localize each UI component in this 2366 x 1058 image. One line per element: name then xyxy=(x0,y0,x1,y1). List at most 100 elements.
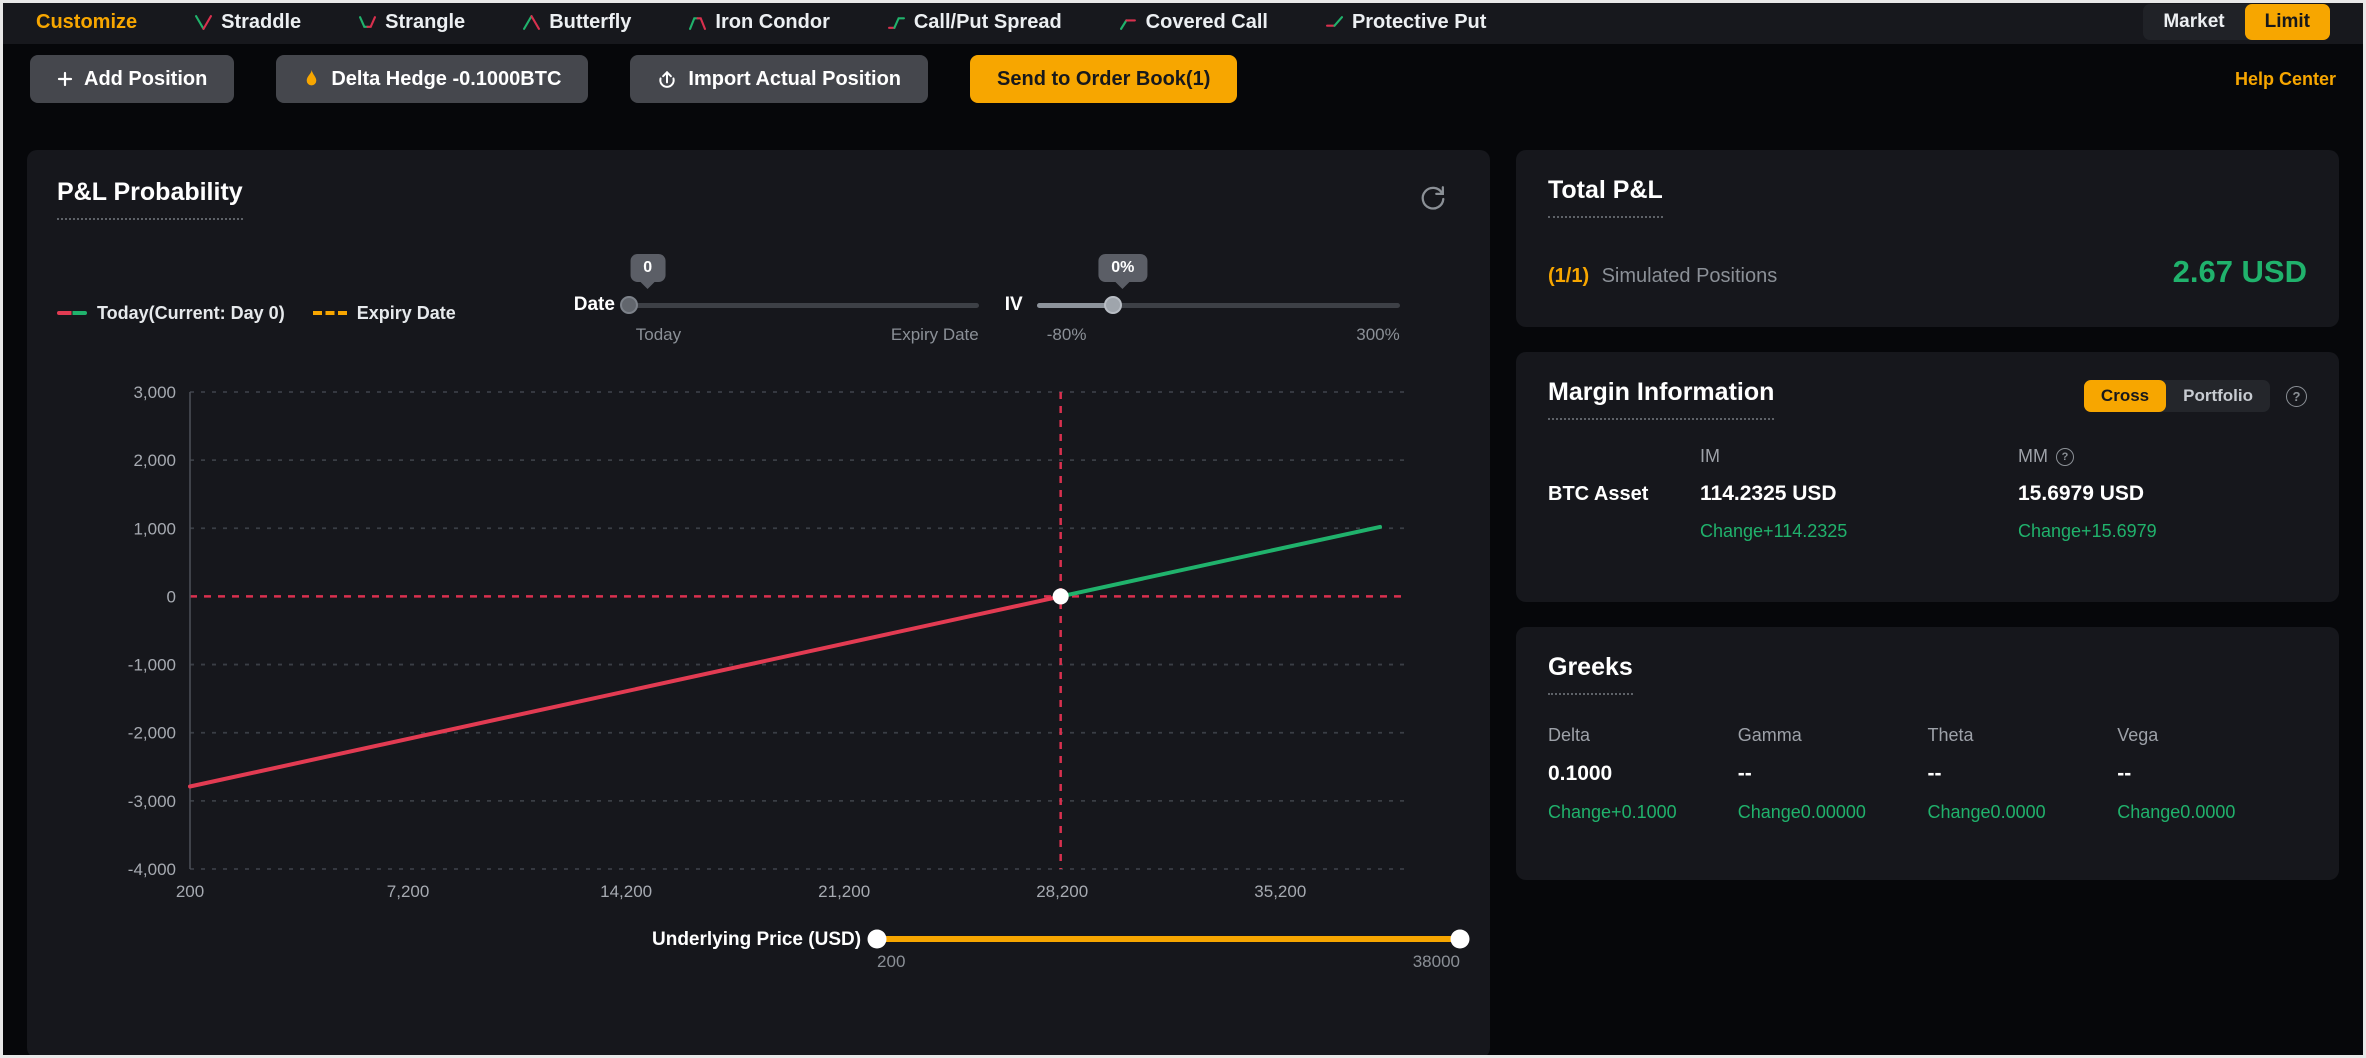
asset-label: BTC Asset xyxy=(1548,482,1649,505)
add-position-button[interactable]: Add Position xyxy=(30,55,235,103)
iv-min-label: -80% xyxy=(1046,325,1087,344)
expiry-line-swatch xyxy=(312,311,347,315)
svg-text:2,000: 2,000 xyxy=(133,451,176,470)
mm-change: Change+15.6979 xyxy=(2018,521,2157,541)
market-button[interactable]: Market xyxy=(2163,11,2225,32)
date-slider-track[interactable] xyxy=(619,296,979,314)
svg-text:7,200: 7,200 xyxy=(387,882,430,901)
greek-value-gamma: -- xyxy=(1737,762,1752,785)
svg-text:14,200: 14,200 xyxy=(600,882,652,901)
price-high-thumb[interactable] xyxy=(1450,929,1470,949)
nav-label: Straddle xyxy=(221,10,302,33)
nav-item-customize[interactable]: Customize xyxy=(36,11,137,34)
margin-help-icon[interactable]: ? xyxy=(2286,385,2307,407)
pnl-probability-chart[interactable]: 3,000 2,000 1,000 0 -1,000 -2,000 -3,000 -4,000… xyxy=(57,379,1457,902)
greek-value-theta: -- xyxy=(1927,762,1942,785)
covered-call-icon xyxy=(1119,18,1136,30)
iv-slider-tooltip: 0% xyxy=(1098,254,1148,282)
chart-title: P&L Probability xyxy=(57,178,243,220)
greek-change-theta: Change0.0000 xyxy=(1927,802,2046,822)
legend-label: Today(Current: Day 0) xyxy=(97,302,285,323)
date-slider-thumb[interactable] xyxy=(619,296,638,314)
order-type-switch: Market Limit xyxy=(2143,4,2330,40)
plus-icon xyxy=(57,71,73,87)
nav-label: Call/Put Spread xyxy=(913,10,1062,33)
iv-slider-thumb[interactable] xyxy=(1103,296,1122,314)
nav-item-iron-condor[interactable]: Iron Condor xyxy=(689,11,830,34)
nav-label: Butterfly xyxy=(549,10,632,33)
main-content: P&L Probability Today(Current: Day 0) Ex… xyxy=(0,150,2366,1058)
svg-text:-1,000: -1,000 xyxy=(128,656,176,675)
send-to-order-book-button[interactable]: Send to Order Book(1) xyxy=(970,55,1238,103)
legend-item-today: Today(Current: Day 0) xyxy=(57,303,285,324)
margin-information-panel: Margin Information Cross Portfolio ? IM … xyxy=(1516,352,2339,602)
svg-text:-2,000: -2,000 xyxy=(128,724,176,743)
greeks-title: Greeks xyxy=(1548,653,1633,695)
greek-change-vega: Change0.0000 xyxy=(2117,802,2236,822)
nav-item-strangle[interactable]: Strangle xyxy=(359,11,465,34)
limit-button[interactable]: Limit xyxy=(2244,4,2330,40)
svg-text:21,200: 21,200 xyxy=(818,882,870,901)
iv-slider-fill xyxy=(1036,302,1113,308)
send-to-order-book-label: Send to Order Book(1) xyxy=(997,67,1211,90)
today-line-swatch xyxy=(57,311,87,315)
position-toolbar: Add Position Delta Hedge -0.1000BTC Impo… xyxy=(0,54,2366,104)
import-position-button[interactable]: Import Actual Position xyxy=(630,55,929,103)
nav-label: Strangle xyxy=(385,10,466,33)
nav-item-straddle[interactable]: Straddle xyxy=(195,11,301,34)
protective-put-icon xyxy=(1325,15,1343,27)
help-center-link[interactable]: Help Center xyxy=(2234,68,2336,89)
nav-item-butterfly[interactable]: Butterfly xyxy=(523,11,631,34)
refresh-icon xyxy=(1421,186,1445,210)
right-column: Total P&L (1/1) Simulated Positions 2.67… xyxy=(1516,150,2339,880)
total-pnl-panel: Total P&L (1/1) Simulated Positions 2.67… xyxy=(1516,150,2339,327)
greek-name-theta: Theta xyxy=(1927,725,1974,745)
nav-label: Covered Call xyxy=(1145,10,1268,33)
add-position-label: Add Position xyxy=(84,67,208,90)
iv-slider-label: IV xyxy=(1004,294,1023,315)
svg-text:-4,000: -4,000 xyxy=(128,860,176,879)
underlying-price-track[interactable] xyxy=(867,929,1470,949)
iv-slider-track[interactable] xyxy=(1036,296,1400,314)
price-max-label: 38000 xyxy=(1412,952,1460,971)
greek-change-delta: Change+0.1000 xyxy=(1548,802,1677,822)
svg-text:3,000: 3,000 xyxy=(133,383,176,402)
cross-button[interactable]: Cross xyxy=(2083,380,2167,412)
mm-help-icon[interactable]: ? xyxy=(2056,447,2074,466)
delta-hedge-button[interactable]: Delta Hedge -0.1000BTC xyxy=(276,55,589,103)
import-position-label: Import Actual Position xyxy=(688,67,902,90)
pnl-probability-panel: P&L Probability Today(Current: Day 0) Ex… xyxy=(27,150,1490,1058)
greek-change-gamma: Change0.00000 xyxy=(1737,802,1866,822)
legend-label: Expiry Date xyxy=(356,302,456,323)
date-slider-label: Date xyxy=(573,294,615,315)
nav-item-protective-put[interactable]: Protective Put xyxy=(1325,11,1486,34)
margin-mode-toggle: Cross Portfolio xyxy=(2083,380,2270,412)
legend-item-expiry: Expiry Date xyxy=(312,302,456,324)
nav-item-call-put-spread[interactable]: Call/Put Spread xyxy=(887,10,1062,34)
simulated-positions-caption: Simulated Positions xyxy=(1601,265,1778,287)
refresh-button[interactable] xyxy=(1418,184,1448,219)
greek-name-delta: Delta xyxy=(1548,725,1591,745)
portfolio-button[interactable]: Portfolio xyxy=(2183,386,2253,405)
flame-icon xyxy=(307,69,317,86)
im-change: Change+114.2325 xyxy=(1700,521,1848,541)
mm-value: 15.6979 USD xyxy=(2018,482,2145,505)
nav-item-covered-call[interactable]: Covered Call xyxy=(1119,10,1268,34)
date-slider-group: 0 Date Today Expiry Date xyxy=(574,242,979,345)
call-put-spread-icon xyxy=(887,16,905,29)
delta-hedge-label: Delta Hedge -0.1000BTC xyxy=(331,67,562,90)
price-low-thumb[interactable] xyxy=(867,929,887,949)
greek-name-gamma: Gamma xyxy=(1737,725,1802,745)
iv-max-label: 300% xyxy=(1356,325,1400,344)
iron-condor-icon xyxy=(689,16,707,30)
price-min-label: 200 xyxy=(877,952,906,971)
svg-text:1,000: 1,000 xyxy=(133,519,176,538)
butterfly-icon xyxy=(523,14,541,30)
mm-column-header: MM xyxy=(2018,446,2048,466)
greek-value-vega: -- xyxy=(2117,762,2132,785)
simulated-positions-count: (1/1) xyxy=(1548,265,1590,287)
svg-text:0: 0 xyxy=(167,587,176,606)
underlying-price-slider-group: Underlying Price (USD) 200 38000 xyxy=(57,929,1470,972)
greek-name-vega: Vega xyxy=(2117,725,2159,745)
greeks-panel: Greeks Delta Gamma Theta Vega 0.1000 -- … xyxy=(1516,627,2339,880)
